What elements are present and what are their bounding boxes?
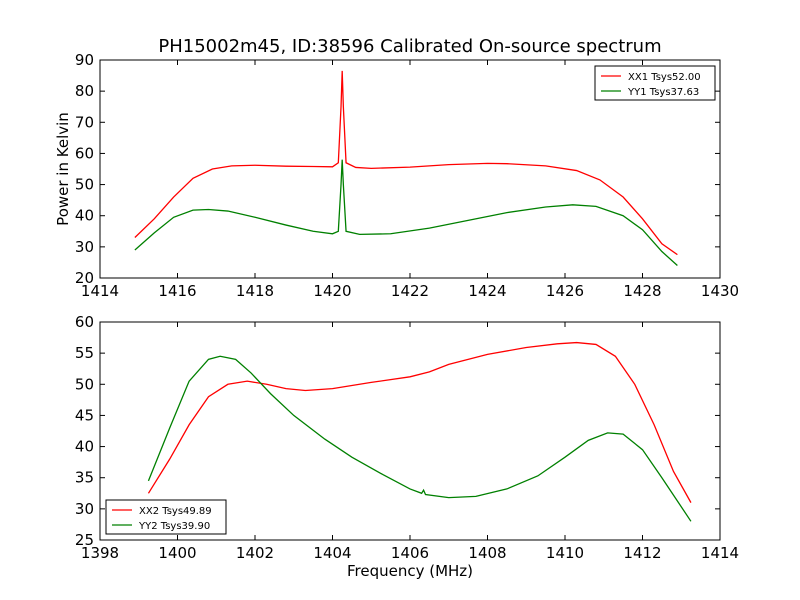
y-tick-label: 40 — [75, 438, 94, 456]
y-tick-label: 30 — [75, 500, 94, 518]
x-tick-label: 1410 — [546, 544, 584, 562]
x-tick-label: 1422 — [391, 282, 429, 300]
y-tick-label: 60 — [75, 144, 94, 162]
legend-box — [105, 499, 227, 535]
y-tick-label: 30 — [75, 238, 94, 256]
y-tick-label: 50 — [75, 375, 94, 393]
x-tick-label: 1402 — [236, 544, 274, 562]
legend-entry: XX1 Tsys52.00 — [628, 72, 701, 83]
y-tick-label: 50 — [75, 176, 94, 194]
y-tick-label: 70 — [75, 113, 94, 131]
y-tick-label: 55 — [75, 344, 94, 362]
y-tick-label: 25 — [75, 531, 94, 549]
x-axis-label: Frequency (MHz) — [347, 562, 473, 580]
x-tick-label: 1404 — [313, 544, 351, 562]
series-line-yy — [147, 355, 692, 522]
y-tick-label: 35 — [75, 469, 94, 487]
x-tick-label: 1414 — [81, 282, 119, 300]
bottom-spectrum-panel: 1398 1400 1402 1404 1406 1408 1410 1412 1414 25 30… — [75, 313, 739, 580]
legend: XX1 Tsys52.00 YY1 Tsys37.63 — [594, 65, 716, 101]
y-tick-label: 45 — [75, 406, 94, 424]
legend-box — [594, 65, 716, 101]
y-tick-label: 20 — [75, 269, 94, 287]
x-tick-label: 1428 — [623, 282, 661, 300]
legend-entry: YY2 Tsys39.90 — [138, 521, 210, 532]
top-spectrum-panel: 1414 1416 1418 1420 1422 1424 1426 1428 1430 20 30… — [54, 51, 739, 300]
x-tick-label: 1426 — [546, 282, 584, 300]
legend-entry: XX2 Tsys49.89 — [139, 506, 212, 517]
series-line-yy — [134, 159, 678, 267]
y-tick-label: 40 — [75, 207, 94, 225]
x-tick-label: 1430 — [701, 282, 739, 300]
x-tick-label: 1398 — [81, 544, 119, 562]
x-tick-label: 1424 — [468, 282, 506, 300]
y-tick-label: 80 — [75, 82, 94, 100]
figure-title: PH15002m45, ID:38596 Calibrated On-sourc… — [158, 36, 661, 57]
y-tick-label: 60 — [75, 313, 94, 331]
x-tick-label: 1408 — [468, 544, 506, 562]
x-tick-label: 1420 — [313, 282, 351, 300]
y-axis-label: Power in Kelvin — [54, 112, 72, 226]
legend: XX2 Tsys49.89 YY2 Tsys39.90 — [105, 499, 227, 535]
series-line-xx — [147, 341, 692, 503]
x-tick-label: 1414 — [701, 544, 739, 562]
series-line-xx — [134, 70, 678, 256]
x-tick-label: 1416 — [158, 282, 196, 300]
x-tick-label: 1400 — [158, 544, 196, 562]
x-tick-label: 1406 — [391, 544, 429, 562]
x-tick-label: 1418 — [236, 282, 274, 300]
x-tick-label: 1412 — [623, 544, 661, 562]
y-tick-label: 90 — [75, 51, 94, 69]
legend-entry: YY1 Tsys37.63 — [627, 87, 699, 98]
